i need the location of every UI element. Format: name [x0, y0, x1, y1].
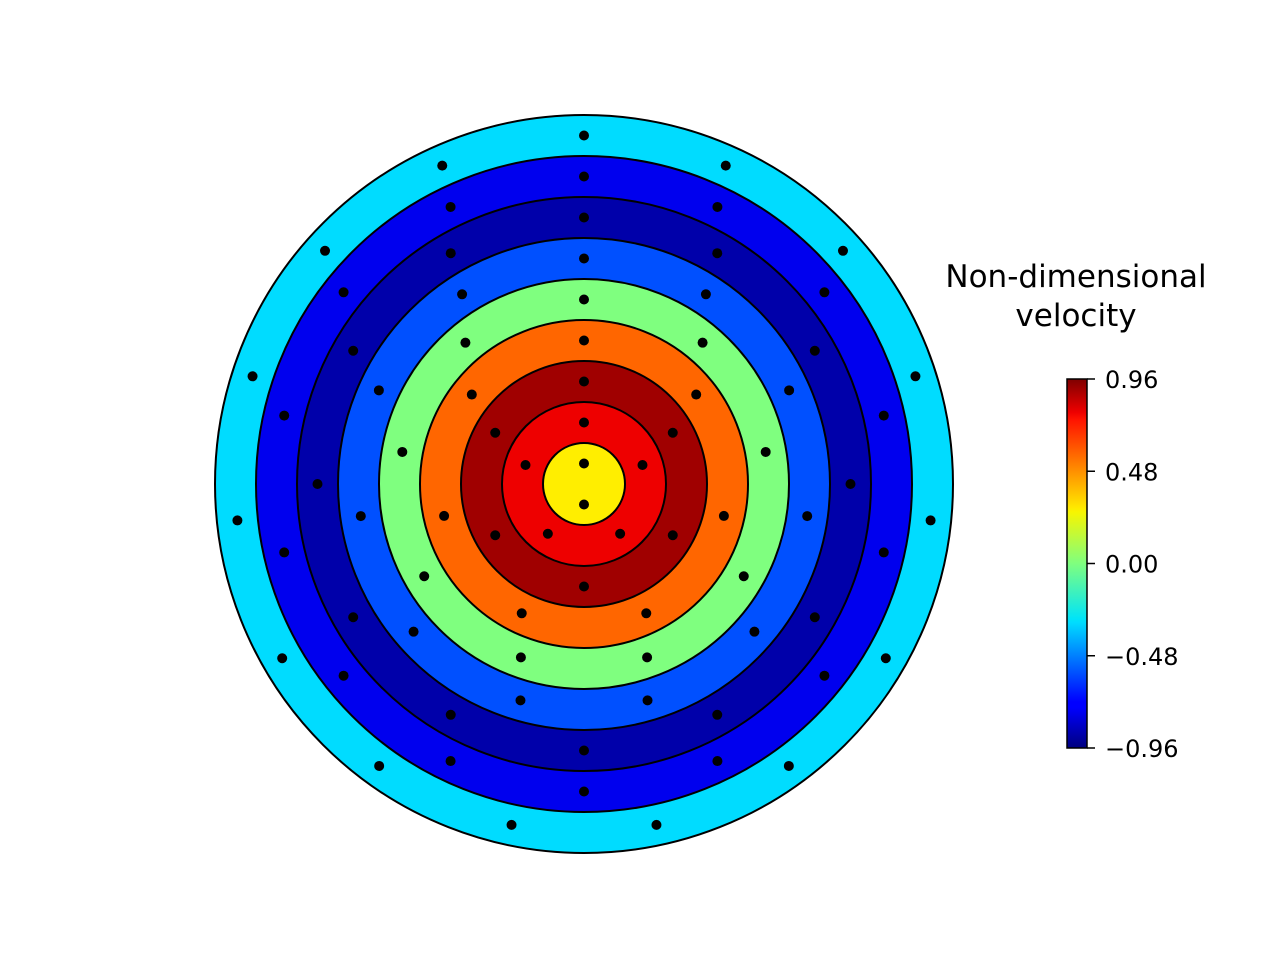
colorbar-gradient [1066, 378, 1088, 749]
data-point-ring-6 [749, 626, 760, 637]
data-point-ring-7 [445, 709, 456, 720]
data-point-ring-9 [506, 819, 517, 830]
data-point-ring-4 [466, 389, 477, 400]
data-point-ring-9 [232, 515, 243, 526]
data-point-ring-9 [910, 371, 921, 382]
data-point-ring-6 [700, 289, 711, 300]
data-point-ring-8 [878, 410, 889, 421]
data-point-ring-8 [819, 670, 830, 681]
data-point-ring-7 [809, 612, 820, 623]
data-point-ring-9 [247, 371, 258, 382]
data-point-ring-2 [520, 460, 531, 470]
data-point-ring-9 [925, 515, 936, 526]
data-point-ring-9 [651, 819, 662, 830]
colorbar-tick-label: 0.48 [1105, 458, 1158, 486]
data-point-ring-3 [667, 427, 678, 438]
measurement-points [232, 130, 936, 830]
data-point-ring-7 [312, 479, 323, 489]
data-point-ring-1 [579, 458, 589, 469]
data-point-ring-7 [809, 345, 820, 356]
data-point-ring-2 [579, 417, 589, 428]
data-point-ring-4 [439, 510, 450, 521]
data-point-ring-5 [419, 571, 430, 582]
data-point-ring-6 [784, 385, 795, 396]
data-point-ring-6 [457, 289, 468, 300]
data-point-ring-4 [718, 510, 729, 521]
data-point-ring-5 [697, 337, 708, 348]
data-point-ring-2 [542, 528, 553, 539]
data-point-ring-8 [579, 171, 589, 182]
data-point-ring-9 [579, 130, 589, 141]
data-point-ring-4 [516, 608, 527, 619]
data-point-ring-6 [515, 695, 526, 706]
data-point-ring-5 [460, 337, 471, 348]
ring-1 [542, 442, 626, 526]
data-point-ring-1 [579, 499, 589, 510]
data-point-ring-6 [642, 695, 653, 706]
data-point-ring-5 [642, 652, 653, 663]
data-point-ring-9 [837, 245, 848, 256]
data-point-ring-6 [355, 511, 366, 522]
data-point-ring-5 [760, 446, 771, 457]
data-point-ring-7 [845, 479, 856, 489]
data-point-ring-7 [579, 745, 589, 756]
data-point-ring-8 [712, 201, 723, 212]
data-point-ring-8 [819, 287, 830, 298]
data-point-ring-9 [880, 653, 891, 664]
data-point-ring-7 [712, 709, 723, 720]
data-point-ring-7 [348, 612, 359, 623]
data-point-ring-7 [348, 345, 359, 356]
data-point-ring-9 [437, 160, 448, 171]
data-point-ring-8 [445, 756, 456, 767]
data-point-ring-4 [579, 335, 589, 346]
colorbar-title-line-1: Non-dimensional [945, 259, 1206, 295]
data-point-ring-7 [579, 212, 589, 223]
data-point-ring-9 [720, 160, 731, 171]
data-point-ring-8 [338, 287, 349, 298]
data-point-ring-9 [374, 760, 385, 771]
data-point-ring-6 [408, 626, 419, 637]
data-point-ring-5 [397, 446, 408, 457]
data-point-ring-8 [338, 670, 349, 681]
colorbar-ticks: 0.96 0.48 0.00 −0.48 −0.96 [1087, 366, 1179, 763]
ring-plot [214, 114, 954, 854]
data-point-ring-7 [445, 248, 456, 259]
data-point-ring-3 [490, 530, 501, 541]
data-point-ring-7 [712, 248, 723, 259]
colorbar-title-line-2: velocity [1015, 298, 1136, 334]
data-point-ring-8 [712, 756, 723, 767]
colorbar-tick-label: 0.96 [1105, 366, 1158, 394]
data-point-ring-3 [667, 530, 678, 541]
data-point-ring-5 [738, 571, 749, 582]
data-point-ring-8 [279, 547, 290, 558]
colorbar-tick-label: 0.00 [1105, 551, 1158, 579]
data-point-ring-4 [691, 389, 702, 400]
colorbar-tick-label: −0.48 [1105, 643, 1179, 671]
data-point-ring-2 [637, 460, 648, 470]
data-point-ring-2 [615, 528, 626, 539]
data-point-ring-8 [279, 410, 290, 421]
data-point-ring-3 [579, 581, 589, 592]
data-point-ring-9 [320, 245, 331, 256]
data-point-ring-8 [878, 547, 889, 558]
data-point-ring-6 [802, 511, 813, 522]
data-point-ring-9 [277, 653, 288, 664]
data-point-ring-5 [579, 294, 589, 305]
data-point-ring-6 [373, 385, 384, 396]
data-point-ring-8 [579, 786, 589, 797]
data-point-ring-3 [579, 376, 589, 387]
colorbar: Non-dimensional velocity 0.96 0.48 0.00 −0.… [945, 259, 1206, 763]
data-point-ring-4 [641, 608, 652, 619]
data-point-ring-3 [490, 427, 501, 438]
data-point-ring-6 [579, 253, 589, 264]
colorbar-tick-label: −0.96 [1105, 735, 1179, 763]
data-point-ring-5 [515, 652, 526, 663]
data-point-ring-9 [783, 760, 794, 771]
data-point-ring-8 [445, 201, 456, 212]
